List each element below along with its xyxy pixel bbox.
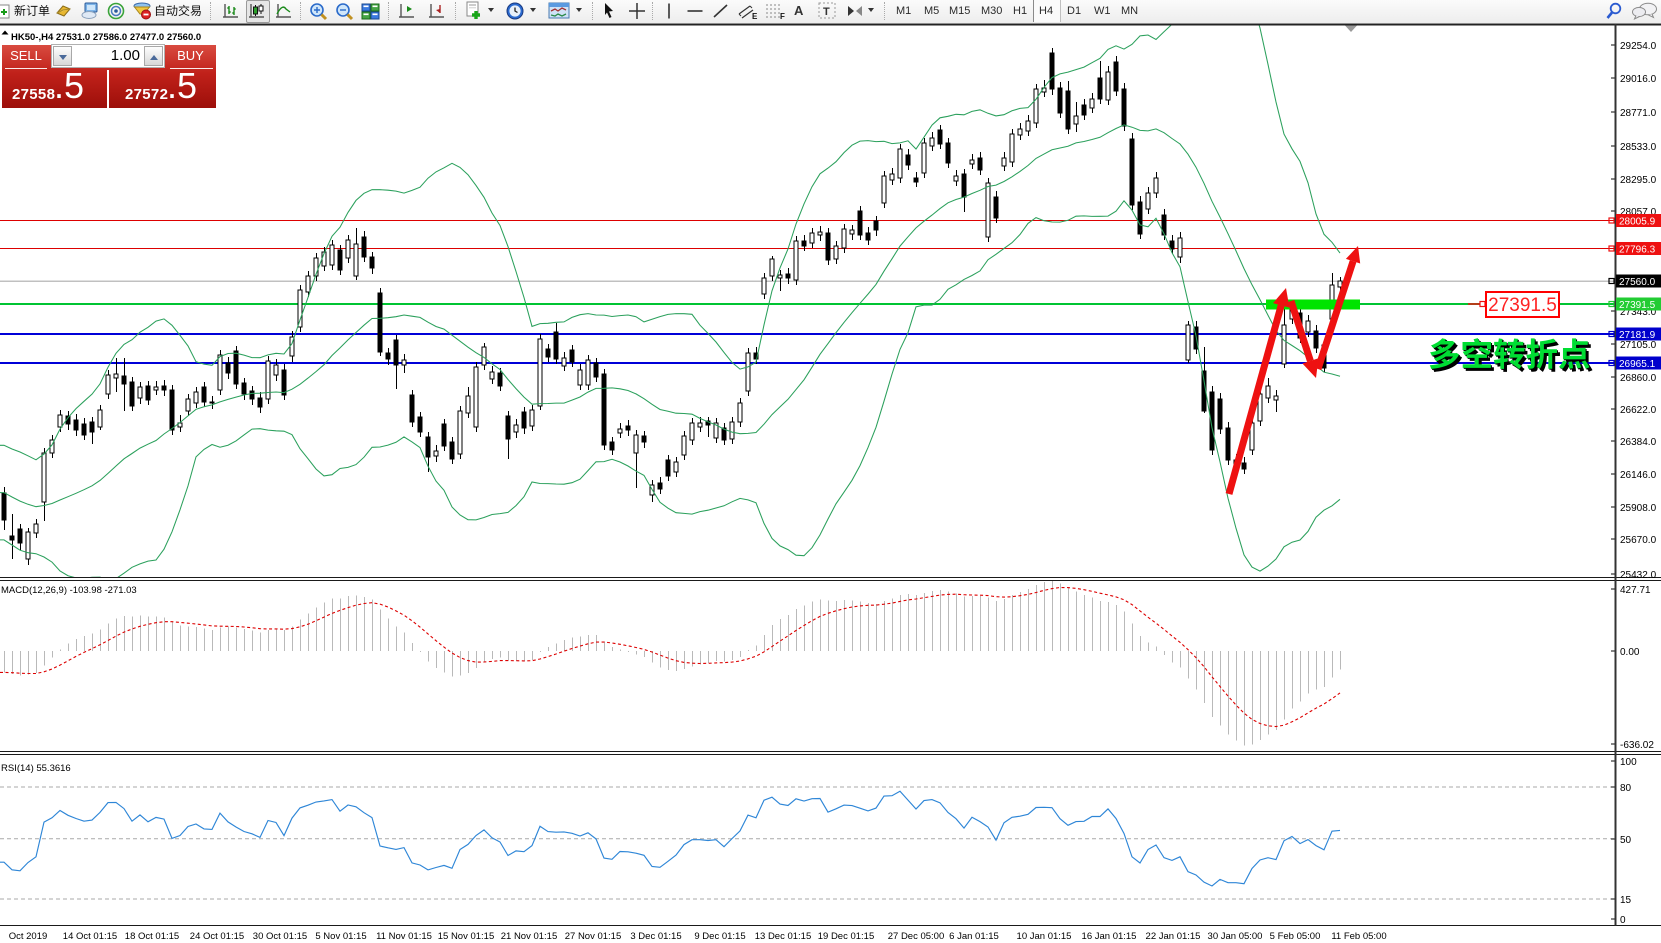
svg-text:80: 80 bbox=[1620, 783, 1632, 794]
svg-text:5 Nov 01:15: 5 Nov 01:15 bbox=[315, 931, 366, 942]
svg-text:30 Oct 01:15: 30 Oct 01:15 bbox=[253, 931, 307, 942]
svg-text:MACD(12,26,9) -103.98 -271.03: MACD(12,26,9) -103.98 -271.03 bbox=[1, 585, 137, 596]
svg-text:15 Nov 01:15: 15 Nov 01:15 bbox=[438, 931, 495, 942]
svg-text:27560.0: 27560.0 bbox=[1619, 277, 1656, 288]
svg-text:28771.0: 28771.0 bbox=[1620, 108, 1657, 119]
svg-text:27343.0: 27343.0 bbox=[1620, 307, 1657, 318]
svg-text:26622.0: 26622.0 bbox=[1620, 405, 1657, 416]
svg-text:15: 15 bbox=[1620, 895, 1632, 906]
svg-text:427.71: 427.71 bbox=[1620, 585, 1651, 596]
svg-text:50: 50 bbox=[1620, 835, 1632, 846]
svg-text:E: E bbox=[752, 12, 758, 20]
svg-text:3 Dec 01:15: 3 Dec 01:15 bbox=[630, 931, 681, 942]
svg-text:100: 100 bbox=[1620, 757, 1637, 768]
svg-text:25908.0: 25908.0 bbox=[1620, 503, 1657, 514]
svg-text:24 Oct 01:15: 24 Oct 01:15 bbox=[190, 931, 244, 942]
svg-text:F: F bbox=[780, 12, 785, 20]
svg-text:HK50-,H4 27531.0 27586.0 2747: HK50-,H4 27531.0 27586.0 27477.0 27560.0 bbox=[11, 32, 201, 43]
svg-text:28005.9: 28005.9 bbox=[1619, 217, 1656, 228]
svg-text:28057.0: 28057.0 bbox=[1620, 207, 1657, 218]
svg-text:27391.5: 27391.5 bbox=[1619, 300, 1656, 311]
svg-text:29254.0: 29254.0 bbox=[1620, 41, 1657, 52]
svg-text:28295.0: 28295.0 bbox=[1620, 175, 1657, 186]
svg-text:28533.0: 28533.0 bbox=[1620, 142, 1657, 153]
svg-text:9 Dec 01:15: 9 Dec 01:15 bbox=[694, 931, 745, 942]
svg-text:11 Feb 05:00: 11 Feb 05:00 bbox=[1331, 931, 1386, 942]
svg-text:T: T bbox=[823, 6, 830, 18]
svg-text:6 Jan 01:15: 6 Jan 01:15 bbox=[949, 931, 999, 942]
svg-text:27 Dec 05:00: 27 Dec 05:00 bbox=[888, 931, 945, 942]
svg-text:26965.1: 26965.1 bbox=[1619, 359, 1656, 370]
svg-text:25670.0: 25670.0 bbox=[1620, 535, 1657, 546]
svg-text:22 Jan 01:15: 22 Jan 01:15 bbox=[1146, 931, 1201, 942]
svg-text:10 Jan 01:15: 10 Jan 01:15 bbox=[1017, 931, 1072, 942]
svg-text:26860.0: 26860.0 bbox=[1620, 373, 1657, 384]
svg-text:26146.0: 26146.0 bbox=[1620, 470, 1657, 481]
svg-text:16 Jan 01:15: 16 Jan 01:15 bbox=[1082, 931, 1137, 942]
svg-text:13 Dec 01:15: 13 Dec 01:15 bbox=[755, 931, 812, 942]
svg-text:27105.0: 27105.0 bbox=[1620, 340, 1657, 351]
svg-text:5 Feb 05:00: 5 Feb 05:00 bbox=[1270, 931, 1321, 942]
svg-text:30 Jan 05:00: 30 Jan 05:00 bbox=[1208, 931, 1263, 942]
svg-text:RSI(14) 55.3616: RSI(14) 55.3616 bbox=[1, 763, 71, 774]
svg-text:27391.5: 27391.5 bbox=[1488, 295, 1557, 316]
svg-text:-636.02: -636.02 bbox=[1620, 740, 1654, 751]
svg-text:19 Dec 01:15: 19 Dec 01:15 bbox=[818, 931, 875, 942]
svg-text:18 Oct 01:15: 18 Oct 01:15 bbox=[125, 931, 179, 942]
svg-text:25432.0: 25432.0 bbox=[1620, 570, 1657, 581]
svg-text:27181.9: 27181.9 bbox=[1619, 330, 1656, 341]
svg-text:Oct 2019: Oct 2019 bbox=[9, 931, 48, 942]
svg-text:11 Nov 01:15: 11 Nov 01:15 bbox=[376, 931, 432, 942]
svg-text:0.00: 0.00 bbox=[1620, 647, 1640, 658]
svg-text:27 Nov 01:15: 27 Nov 01:15 bbox=[565, 931, 622, 942]
svg-text:21 Nov 01:15: 21 Nov 01:15 bbox=[501, 931, 558, 942]
svg-text:27796.3: 27796.3 bbox=[1619, 245, 1656, 256]
svg-text:14 Oct 01:15: 14 Oct 01:15 bbox=[63, 931, 117, 942]
svg-text:26384.0: 26384.0 bbox=[1620, 437, 1657, 448]
svg-text:29016.0: 29016.0 bbox=[1620, 74, 1657, 85]
svg-text:0: 0 bbox=[1620, 915, 1626, 926]
